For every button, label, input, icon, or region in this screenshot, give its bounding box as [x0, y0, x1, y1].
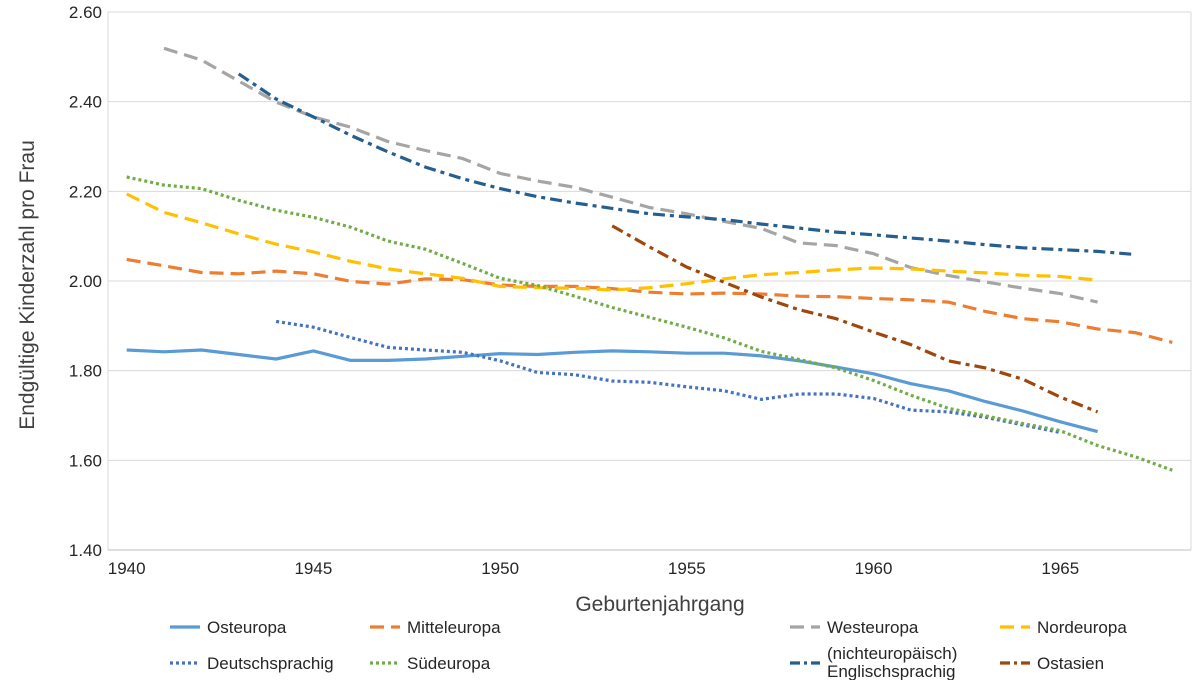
axes [107, 12, 1192, 551]
y-tick-label: 1.60 [69, 451, 102, 470]
series-line-4 [275, 319, 1061, 435]
x-tick-label: 1945 [294, 559, 332, 578]
series-line-7 [611, 224, 1099, 414]
x-axis-title: Geburtenjahrgang [575, 593, 744, 616]
y-tick-label: 2.40 [69, 93, 102, 112]
y-tick-label: 2.00 [69, 272, 102, 291]
y-tick-labels: 1.40 1.60 1.80 2.00 2.20 2.40 2.60 [69, 3, 102, 560]
x-tick-label: 1955 [668, 559, 706, 578]
series-line-3 [125, 192, 1098, 292]
x-tick-label: 1965 [1041, 559, 1079, 578]
x-tick-labels: 1940 1945 1950 1955 1960 1965 [108, 559, 1079, 578]
series-line-6 [237, 72, 1136, 257]
y-tick-label: 2.60 [69, 3, 102, 22]
x-tick-label: 1960 [855, 559, 893, 578]
y-tick-label: 2.20 [69, 182, 102, 201]
legend-label-4: Deutschsprachig [207, 654, 334, 673]
legend-label-3: Nordeuropa [1037, 618, 1127, 637]
series-lines [125, 46, 1173, 472]
y-tick-label: 1.80 [69, 362, 102, 381]
y-tick-label: 1.40 [69, 541, 102, 560]
legend-label-2: Westeuropa [827, 618, 919, 637]
legend-label-0: Osteuropa [207, 618, 287, 637]
series-line-5 [126, 175, 1173, 472]
gridlines [108, 11, 1191, 551]
x-tick-label: 1950 [481, 559, 519, 578]
legend-label-5: Südeuropa [407, 654, 491, 673]
legend: Osteuropa Mitteleuropa Westeuropa Nordeurop… [170, 618, 1127, 680]
series-line-1 [126, 257, 1173, 344]
legend-label-1: Mitteleuropa [407, 618, 501, 637]
legend-label-6: (nichteuropäisch) Englischsprachig [827, 644, 957, 680]
series-line-2 [163, 46, 1098, 304]
series-line-0 [126, 348, 1099, 434]
x-tick-label: 1940 [108, 559, 146, 578]
y-axis-title: Endgültige Kinderzahl pro Frau [16, 140, 39, 430]
legend-label-7: Ostasien [1037, 654, 1104, 673]
